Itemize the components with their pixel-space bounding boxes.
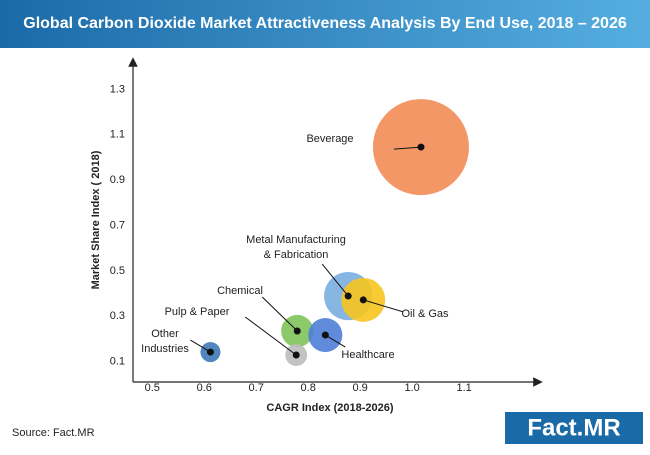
point-label: Metal Manufacturing & Fabrication (246, 234, 346, 261)
logo-box (505, 412, 643, 444)
point-label: Oil & Gas (401, 308, 449, 320)
x-tick-label: 1.0 (404, 382, 419, 394)
leader-line (393, 146, 422, 150)
y-tick-label: 0.5 (110, 265, 125, 277)
leader-line (321, 263, 349, 297)
y-tick-label: 1.3 (110, 83, 125, 95)
y-tick-label: 0.3 (110, 310, 125, 322)
point-label: Chemical (217, 285, 263, 297)
x-axis-title: CAGR Index (2018-2026) (266, 402, 393, 414)
y-tick-label: 0.7 (110, 219, 125, 231)
title-bar (0, 0, 650, 48)
source: Source: Fact.MR (12, 427, 95, 439)
x-tick-label: 1.1 (456, 382, 471, 394)
x-tick-label: 0.6 (197, 382, 212, 394)
point-label: Beverage (306, 133, 353, 145)
x-tick-label: 0.8 (301, 382, 316, 394)
leader-line (363, 299, 404, 313)
y-tick-label: 0.9 (110, 174, 125, 186)
x-tick-label: 0.9 (353, 382, 368, 394)
logo: Fact.MR (527, 414, 620, 441)
leader-line (244, 316, 297, 356)
point-label: Other Industries (141, 328, 189, 355)
leader-line (190, 339, 211, 353)
x-tick-label: 0.5 (145, 382, 160, 394)
leader-line (325, 334, 346, 348)
y-tick-label: 1.1 (110, 129, 125, 141)
leader-line (261, 296, 298, 332)
chart-title: Global Carbon Dioxide Market Attractiven… (23, 15, 627, 32)
y-axis-title: Market Share Index ( 2018) (90, 150, 102, 289)
x-tick-label: 0.7 (249, 382, 264, 394)
y-tick-label: 0.1 (110, 355, 125, 367)
point-label: Healthcare (341, 349, 394, 361)
point-label: Pulp & Paper (165, 306, 230, 318)
